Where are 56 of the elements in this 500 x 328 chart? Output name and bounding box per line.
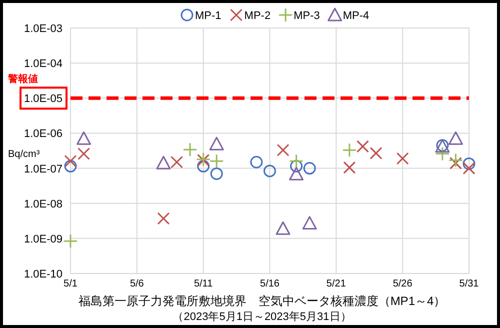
legend-label: MP-1 [195,10,222,22]
x-tick-label: 5/21 [326,278,346,290]
point [449,156,462,170]
point [370,146,382,160]
legend-label: MP-4 [342,10,370,22]
point [264,164,276,178]
legend-label: MP-2 [244,10,271,22]
point [170,156,184,168]
text: 福島第一原子力発電所敷地境界 空気中ベータ核種濃度（MP1～4） [78,294,446,308]
point [64,154,77,168]
point [396,152,409,165]
point [210,167,223,180]
x-tick-label: 5/31 [459,278,480,290]
point [302,216,317,230]
y-tick-label: 1.0E-04 [24,58,62,70]
y-tick-label: 1.0E-08 [24,198,62,210]
point [462,157,476,170]
point [63,234,78,248]
point [182,142,198,157]
point [303,162,316,175]
point [276,144,290,156]
text: （2023年5月1日～2023年5月31日） [172,311,352,323]
point [435,146,450,161]
y-tick-label: 1.0E-05 [24,93,62,106]
point [448,152,463,168]
ref-line-label: 警報値 [7,73,38,86]
point [448,131,463,145]
point [343,161,356,174]
x-tick-label: 5/16 [260,278,280,290]
y-tick-label: 1.0E-09 [24,233,62,246]
point [209,154,224,168]
y-tick-label: 1.0E-10 [24,268,62,280]
x-tick-label: 5/11 [194,278,214,290]
x-tick-label: 5/1 [64,278,78,290]
y-tick-label: 1.0E-03 [24,23,62,35]
legend-label: MP-3 [294,10,320,22]
point [462,162,476,175]
point [76,131,92,145]
point [197,160,210,172]
point [250,156,263,168]
point [276,221,290,235]
point [342,142,357,158]
x-tick-label: 5/6 [130,278,144,290]
y-axis-title: Bq/cm³ [8,149,40,160]
point [78,147,90,160]
x-tick-label: 5/26 [392,278,413,290]
point [290,160,303,172]
point [209,136,224,150]
point [64,160,77,172]
point [356,140,369,153]
point [156,156,171,170]
point [157,212,170,225]
point [289,154,304,168]
y-tick-label: 1.0E-06 [24,128,62,140]
point [289,166,304,180]
y-tick-label: 1.0E-07 [24,163,62,176]
